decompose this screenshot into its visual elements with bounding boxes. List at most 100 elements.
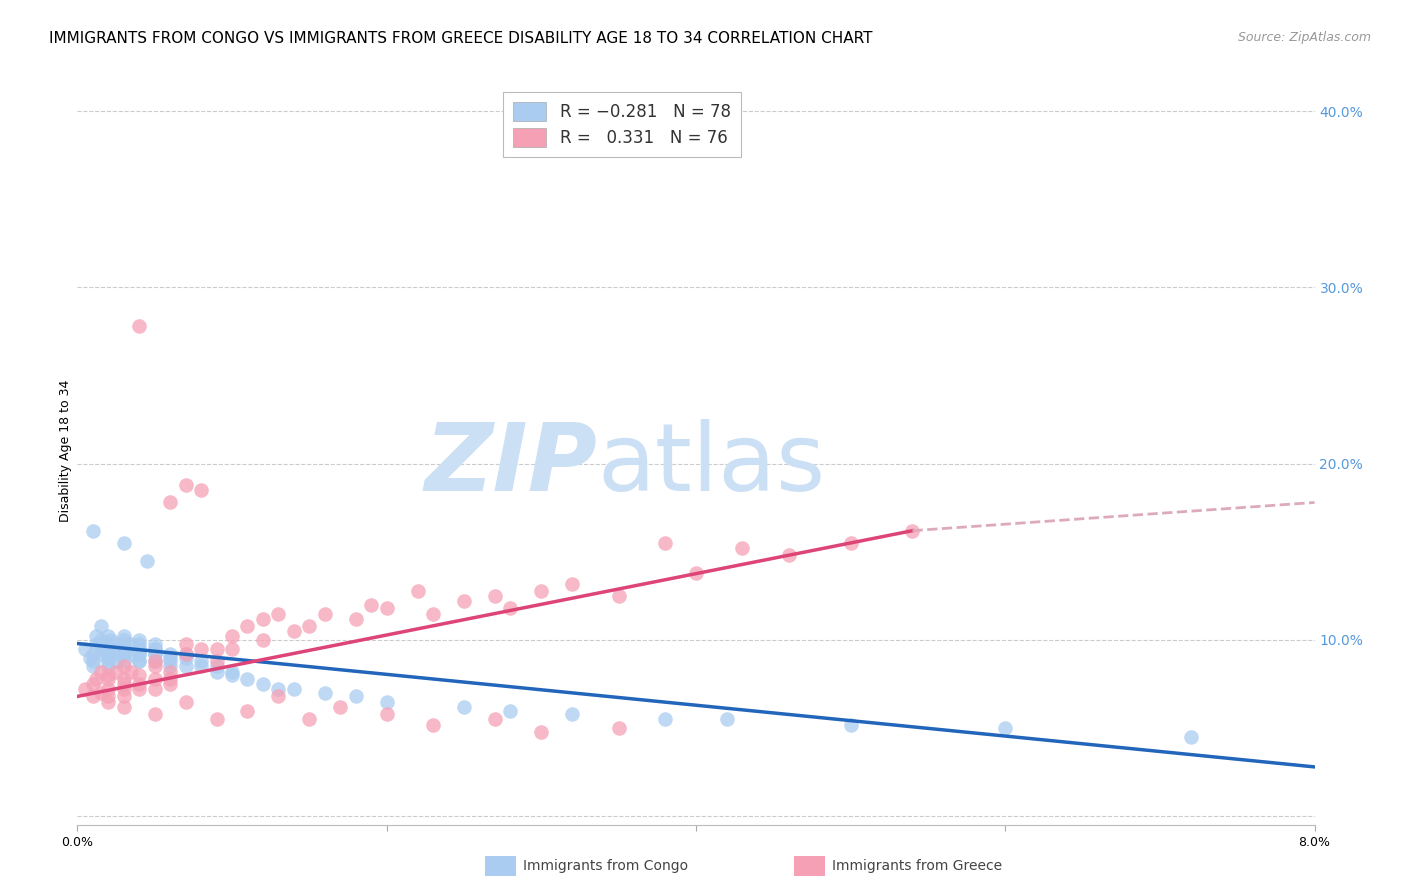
Text: Source: ZipAtlas.com: Source: ZipAtlas.com (1237, 31, 1371, 45)
Point (143, 706, 166, 721)
Point (221, 665, 243, 679)
Point (143, 672, 166, 686)
Text: ZIP: ZIP (425, 419, 598, 511)
Point (236, 672, 259, 686)
Point (121, 665, 143, 679)
Point (82, 647, 104, 661)
Legend: R = −0.281   N = 78, R =   0.331   N = 76: R = −0.281 N = 78, R = 0.331 N = 76 (503, 92, 741, 157)
Point (499, 704, 522, 718)
Point (97, 636, 120, 650)
Text: atlas: atlas (598, 419, 825, 511)
Point (236, 619, 259, 633)
Point (190, 483, 212, 497)
Point (314, 607, 336, 621)
Point (190, 659, 212, 673)
Point (329, 700, 352, 714)
Point (422, 717, 444, 731)
Point (143, 647, 166, 661)
Point (484, 712, 506, 726)
Point (453, 700, 475, 714)
Point (105, 654, 127, 668)
Point (298, 619, 321, 633)
Point (607, 721, 630, 735)
Point (112, 672, 135, 686)
Point (484, 589, 506, 603)
Text: Immigrants from Greece: Immigrants from Greece (832, 859, 1002, 873)
Point (112, 641, 135, 656)
Point (97, 690, 120, 704)
Point (97, 668, 120, 682)
Point (901, 524, 924, 538)
Point (112, 690, 135, 704)
Point (174, 647, 197, 661)
Point (344, 690, 367, 704)
Point (205, 654, 228, 668)
Point (360, 598, 382, 612)
Point (205, 665, 228, 679)
Point (112, 700, 135, 714)
Point (112, 536, 135, 550)
Point (174, 659, 197, 673)
Point (82, 659, 104, 673)
Point (530, 583, 553, 598)
Point (174, 695, 197, 709)
Point (159, 647, 181, 661)
Point (344, 612, 367, 626)
Point (82, 690, 104, 704)
Point (105, 647, 127, 661)
Point (190, 654, 212, 668)
Point (283, 624, 305, 639)
Point (205, 712, 228, 726)
Point (112, 632, 135, 647)
Point (112, 647, 135, 661)
Point (97, 659, 120, 673)
Point (375, 695, 398, 709)
Point (731, 541, 754, 556)
Point (121, 647, 143, 661)
Point (112, 659, 135, 673)
Text: Immigrants from Congo: Immigrants from Congo (523, 859, 688, 873)
Point (159, 650, 181, 665)
Point (90, 632, 111, 647)
Point (84, 636, 107, 650)
Point (190, 641, 212, 656)
Point (128, 668, 150, 682)
Point (97, 630, 120, 644)
Point (221, 630, 243, 644)
Point (252, 632, 274, 647)
Point (174, 650, 197, 665)
Point (205, 641, 228, 656)
Point (105, 665, 127, 679)
Point (128, 654, 150, 668)
Point (174, 478, 197, 492)
Point (112, 647, 135, 661)
Point (97, 682, 120, 697)
Point (128, 636, 150, 650)
Point (128, 647, 150, 661)
Point (159, 654, 181, 668)
Point (97, 672, 120, 686)
Point (159, 659, 181, 673)
Point (252, 612, 274, 626)
Point (90, 686, 111, 700)
Point (97, 641, 120, 656)
Point (82, 524, 104, 538)
Point (90, 647, 111, 661)
Point (112, 641, 135, 656)
Point (143, 641, 166, 656)
Point (1180, 730, 1202, 744)
Point (654, 712, 676, 726)
Point (112, 682, 135, 697)
Point (100, 641, 122, 656)
Point (453, 594, 475, 608)
Point (143, 641, 166, 656)
Point (422, 607, 444, 621)
Point (499, 601, 522, 615)
Point (314, 686, 336, 700)
Point (143, 654, 166, 668)
Point (267, 690, 290, 704)
Point (561, 706, 583, 721)
Point (143, 682, 166, 697)
Point (112, 677, 135, 691)
Point (82, 654, 104, 668)
